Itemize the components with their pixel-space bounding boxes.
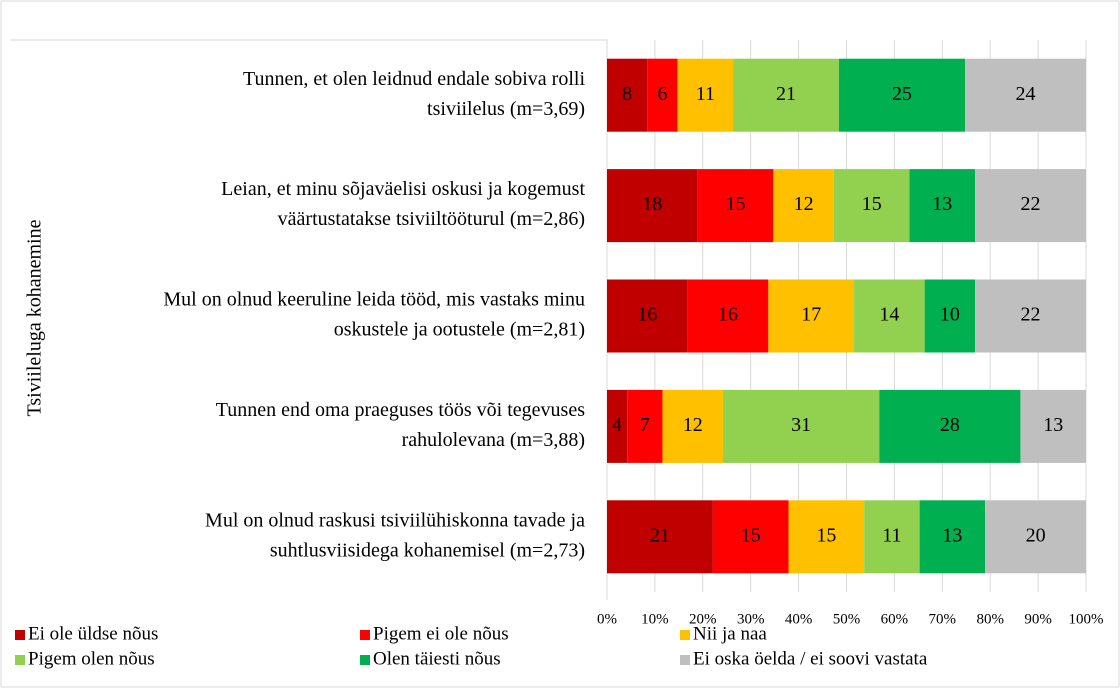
x-tick-label: 80% xyxy=(976,611,1004,627)
category-label: rahulolevana (m=3,88) xyxy=(402,429,585,451)
value-label: 20 xyxy=(1026,524,1046,546)
legend-swatch xyxy=(680,630,690,640)
bar-segment xyxy=(1020,389,1086,463)
value-label: 4 xyxy=(612,414,622,436)
bar-segment xyxy=(879,389,1021,463)
bar-segment xyxy=(627,389,663,463)
category-label: oskustele ja ootustele (m=2,81) xyxy=(334,319,585,341)
value-label: 16 xyxy=(637,304,657,326)
category-label: Mul on olnud raskusi tsiviilühiskonna ta… xyxy=(205,509,585,531)
legend-label: Pigem olen nõus xyxy=(28,648,155,669)
category-label: väärtustatakse tsiviiltööturul (m=2,86) xyxy=(278,208,585,230)
legend-label: Olen täiesti nõus xyxy=(373,648,501,669)
x-tick-label: 60% xyxy=(881,611,909,627)
bar-segment xyxy=(854,279,925,353)
bar-segment xyxy=(662,389,723,463)
value-label: 18 xyxy=(642,193,662,215)
category-label: suhtlusviisidega kohanemisel (m=2,73) xyxy=(270,539,585,561)
bar-segment xyxy=(697,169,774,243)
bar-segment xyxy=(788,500,865,574)
value-label: 12 xyxy=(794,193,814,215)
value-label: 21 xyxy=(650,524,670,546)
bar-segment xyxy=(647,58,678,132)
bar-segment xyxy=(919,500,986,574)
bar-segment xyxy=(722,389,880,463)
value-label: 22 xyxy=(1021,193,1041,215)
bar-segment xyxy=(909,169,976,243)
bar-segment xyxy=(924,279,976,353)
bar-segment xyxy=(773,169,834,243)
value-label: 6 xyxy=(657,83,667,105)
x-tick-label: 100% xyxy=(1069,611,1104,627)
value-label: 14 xyxy=(879,304,899,326)
category-label: tsiviilelus (m=3,69) xyxy=(427,98,585,120)
x-tick-label: 40% xyxy=(785,611,813,627)
value-label: 13 xyxy=(942,524,962,546)
bar-segment xyxy=(733,58,839,132)
value-label: 8 xyxy=(622,83,632,105)
legend-label: Ei oska öelda / ei soovi vastata xyxy=(693,648,928,669)
x-tick-label: 20% xyxy=(689,611,717,627)
value-label: 11 xyxy=(882,524,901,546)
value-label: 13 xyxy=(1043,414,1063,436)
legend-swatch xyxy=(680,655,690,665)
bar-segment xyxy=(607,58,648,132)
legend-swatch xyxy=(360,655,370,665)
value-label: 15 xyxy=(741,524,761,546)
x-tick-label: 30% xyxy=(737,611,765,627)
value-label: 13 xyxy=(932,193,952,215)
value-label: 15 xyxy=(816,524,836,546)
bar-segment xyxy=(975,169,1086,243)
bar-segment xyxy=(607,500,713,574)
legend-label: Nii ja naa xyxy=(693,623,767,644)
bar-segment xyxy=(607,389,628,463)
y-axis-label: Tsiviileluga kohanemine xyxy=(24,219,46,416)
x-tick-label: 0% xyxy=(597,611,617,627)
legend-swatch xyxy=(360,630,370,640)
legend-label: Pigem ei ole nõus xyxy=(373,623,509,644)
bar-segment xyxy=(712,500,789,574)
value-label: 24 xyxy=(1015,83,1035,105)
bar-segment xyxy=(677,58,734,132)
value-label: 31 xyxy=(791,414,811,436)
value-label: 16 xyxy=(718,304,738,326)
bar-segment xyxy=(607,279,688,353)
value-label: 21 xyxy=(776,83,796,105)
bar-segment xyxy=(985,500,1086,574)
bar-segment xyxy=(687,279,769,353)
value-label: 17 xyxy=(801,304,821,326)
bar-segment xyxy=(975,279,1086,353)
x-tick-label: 70% xyxy=(929,611,957,627)
category-label: Tunnen, et olen leidnud endale sobiva ro… xyxy=(243,68,585,90)
bar-segment xyxy=(864,500,920,574)
category-label: Leian, et minu sõjaväelisi oskusi ja kog… xyxy=(221,178,585,200)
value-label: 15 xyxy=(726,193,746,215)
bar-segment xyxy=(964,58,1086,132)
bar-segment xyxy=(607,169,698,243)
value-label: 28 xyxy=(940,414,960,436)
category-label: Tunnen end oma praeguses töös või tegevu… xyxy=(216,399,585,421)
value-label: 22 xyxy=(1021,304,1041,326)
value-label: 10 xyxy=(940,304,960,326)
legend-swatch xyxy=(15,630,25,640)
legend-swatch xyxy=(15,655,25,665)
value-label: 15 xyxy=(862,193,882,215)
x-tick-label: 90% xyxy=(1024,611,1052,627)
bar-segment xyxy=(838,58,965,132)
value-label: 25 xyxy=(892,83,912,105)
category-label: Mul on olnud keeruline leida tööd, mis v… xyxy=(163,289,585,311)
x-tick-label: 10% xyxy=(641,611,669,627)
value-label: 7 xyxy=(640,414,650,436)
legend-label: Ei ole üldse nõus xyxy=(28,623,158,644)
bar-segment xyxy=(833,169,910,243)
value-label: 12 xyxy=(683,414,703,436)
bar-segment xyxy=(768,279,855,353)
value-label: 11 xyxy=(696,83,715,105)
x-tick-label: 50% xyxy=(833,611,861,627)
